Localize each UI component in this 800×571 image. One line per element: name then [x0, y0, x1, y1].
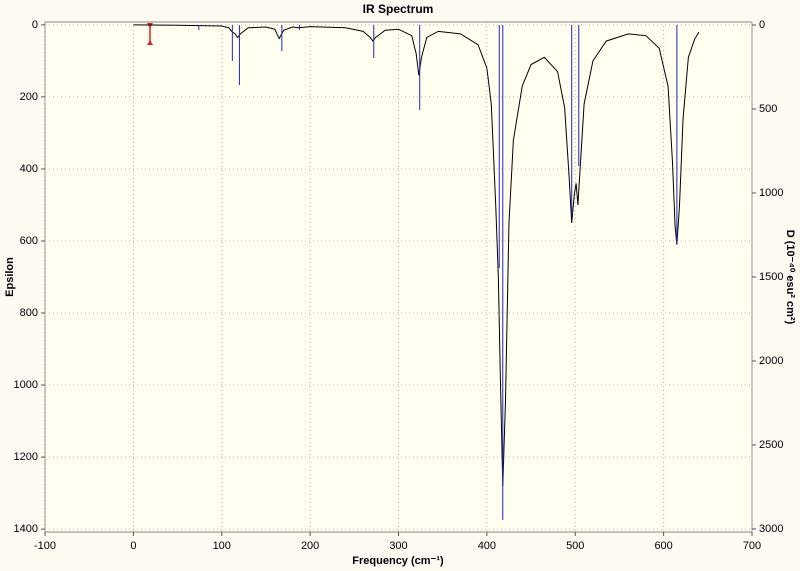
x-tick-label: 500 — [566, 540, 584, 552]
cursor-arrows — [147, 23, 153, 45]
x-tick-label: 300 — [389, 540, 407, 552]
x-tick-label: 0 — [130, 540, 136, 552]
y2-tick-label: 2000 — [759, 355, 783, 367]
y2-tick-label: 3000 — [759, 523, 783, 535]
y2-tick-label: 1000 — [759, 187, 783, 199]
x-tick-label: -100 — [34, 540, 56, 552]
y2-tick-label: 1500 — [759, 271, 783, 283]
y2-tick-label: 500 — [759, 103, 777, 115]
y-tick-label: 800 — [20, 307, 38, 319]
y2-axis-label: D (10⁻⁴⁰ esu² cm²) — [784, 230, 796, 325]
x-tick-label: 600 — [654, 540, 672, 552]
chart-title: IR Spectrum — [363, 2, 434, 16]
y-tick-label: 1400 — [14, 523, 38, 535]
y-tick-label: 200 — [20, 91, 38, 103]
x-tick-label: 100 — [213, 540, 231, 552]
cursor-marker — [147, 23, 153, 45]
y-tick-label: 600 — [20, 235, 38, 247]
y2-tick-label: 2500 — [759, 439, 783, 451]
y2-tick-label: 0 — [759, 19, 765, 31]
x-axis-label: Frequency (cm⁻¹) — [352, 555, 444, 567]
y-tick-label: 1000 — [14, 379, 38, 391]
spectrum-line — [133, 24, 700, 486]
y-axis-label: Epsilon — [4, 257, 16, 297]
y-tick-label: 0 — [32, 19, 38, 31]
y-tick-label: 1200 — [14, 451, 38, 463]
y-tick-label: 400 — [20, 163, 38, 175]
x-tick-label: 400 — [478, 540, 496, 552]
x-tick-label: 700 — [743, 540, 761, 552]
x-tick-label: 200 — [301, 540, 319, 552]
